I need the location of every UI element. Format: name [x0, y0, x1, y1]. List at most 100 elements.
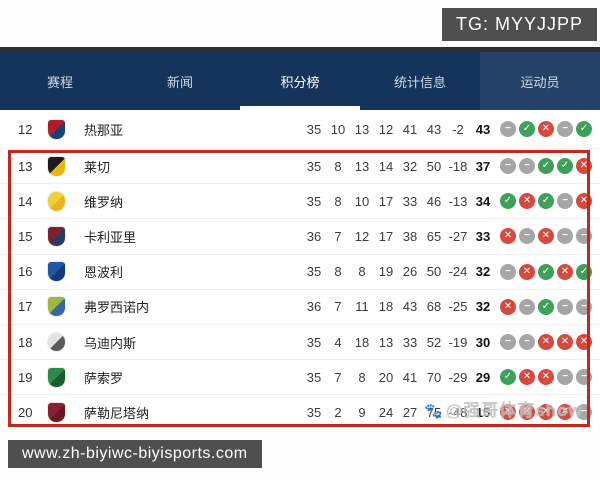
tab-schedule[interactable]: 赛程 [46, 74, 73, 90]
goals-against-cell: 46 [426, 193, 442, 209]
loss-icon: ✕ [576, 193, 592, 210]
loss-icon: ✕ [538, 228, 554, 245]
points-cell: 34 [475, 193, 491, 209]
loss-icon: ✕ [538, 404, 554, 421]
played-cell: 35 [306, 264, 322, 280]
played-cell: 35 [306, 404, 322, 420]
lost-cell: 17 [378, 193, 394, 209]
team-crest-icon [48, 402, 65, 422]
team-crest-icon [48, 226, 65, 246]
draw-icon: − [500, 334, 516, 351]
draw-icon: − [500, 263, 516, 280]
team-name[interactable]: 萨索罗 [84, 370, 124, 386]
loss-icon: ✕ [576, 158, 592, 175]
top-divider [0, 47, 600, 52]
loss-icon: ✕ [519, 404, 535, 421]
lost-cell: 13 [378, 334, 394, 350]
crest-cell [48, 191, 84, 211]
drawn-cell: 18 [354, 334, 370, 350]
tab-statistics[interactable]: 统计信息 [393, 74, 446, 90]
loss-icon: ✕ [538, 121, 554, 137]
lost-cell: 14 [378, 158, 394, 174]
team-crest-icon [48, 297, 65, 317]
form-cell: ✓ ✕ ✓ − ✕ [496, 193, 592, 210]
goal-diff-cell: -18 [448, 158, 468, 174]
points-cell: 32 [475, 264, 491, 280]
table-row[interactable]: 15 卡利亚里 36 7 12 17 38 65 -27 33 ✕ − ✕ − − [0, 218, 600, 254]
win-icon: ✓ [519, 121, 535, 137]
draw-icon: − [557, 228, 573, 245]
rank-cell: 13 [18, 158, 33, 174]
team-name[interactable]: 卡利亚里 [84, 229, 137, 245]
tab-standings[interactable]: 积分榜 [240, 52, 360, 110]
team-name[interactable]: 恩波利 [84, 265, 124, 281]
win-icon: ✓ [538, 158, 554, 175]
team-name[interactable]: 弗罗西诺内 [84, 300, 150, 316]
drawn-cell: 12 [354, 228, 370, 244]
drawn-cell: 13 [354, 121, 370, 137]
table-row[interactable]: 20 萨勒尼塔纳 35 2 9 24 27 75 -48 15 ✕ ✕ ✕ ✕ − [0, 394, 600, 430]
win-icon: ✓ [538, 263, 554, 280]
goals-against-cell: 43 [426, 121, 442, 137]
played-cell: 35 [306, 121, 322, 137]
team-name[interactable]: 维罗纳 [84, 194, 124, 210]
table-row[interactable]: 17 弗罗西诺内 36 7 11 18 43 68 -25 32 ✕ − ✓ − − [0, 288, 600, 324]
team-crest-icon [48, 367, 65, 387]
goals-for-cell: 41 [402, 121, 418, 137]
goals-against-cell: 52 [426, 334, 442, 350]
form-cell: ✕ ✕ ✕ ✕ − [496, 404, 592, 421]
played-cell: 35 [306, 193, 322, 209]
win-icon: ✓ [557, 158, 573, 175]
telegram-contact-badge: TG: MYYJJPP [441, 8, 597, 41]
lost-cell: 20 [378, 369, 394, 385]
form-cell: − − ✕ ✕ ✕ [496, 334, 592, 351]
table-row[interactable]: 16 恩波利 35 8 8 19 26 50 -24 32 − ✕ ✓ ✕ ✓ [0, 253, 600, 289]
won-cell: 7 [334, 299, 342, 315]
team-crest-icon [48, 333, 65, 352]
goal-diff-cell: -19 [448, 334, 468, 350]
team-name[interactable]: 萨勒尼塔纳 [84, 405, 150, 421]
won-cell: 8 [334, 158, 342, 174]
draw-icon: − [576, 404, 592, 421]
draw-icon: − [500, 158, 516, 175]
crest-cell [48, 367, 84, 387]
crest-cell [48, 119, 84, 139]
won-cell: 2 [334, 404, 342, 420]
crest-cell [48, 297, 84, 317]
team-crest-icon [48, 262, 65, 282]
loss-icon: ✕ [576, 334, 592, 351]
tab-bar: 赛程 新闻 积分榜 统计信息 运动员 [0, 52, 600, 110]
win-icon: ✓ [576, 263, 592, 280]
form-cell: ✕ − ✓ − − [496, 298, 592, 315]
played-cell: 35 [306, 369, 322, 385]
team-name[interactable]: 热那亚 [84, 122, 124, 138]
points-cell: 33 [475, 228, 491, 244]
drawn-cell: 8 [358, 369, 366, 385]
table-row[interactable]: 14 维罗纳 35 8 10 17 33 46 -13 34 ✓ ✕ ✓ − ✕ [0, 183, 600, 219]
played-cell: 36 [306, 299, 322, 315]
tab-news[interactable]: 新闻 [166, 74, 193, 90]
loss-icon: ✕ [557, 334, 573, 351]
crest-cell [48, 402, 84, 422]
lost-cell: 19 [378, 264, 394, 280]
goals-against-cell: 70 [426, 369, 442, 385]
table-row[interactable]: 12 热那亚 35 10 13 12 41 43 -2 43 − ✓ ✕ − ✓ [0, 110, 600, 148]
table-row[interactable]: 18 乌迪内斯 35 4 18 13 33 52 -19 30 − − ✕ ✕ ✕ [0, 323, 600, 360]
form-cell: ✓ ✕ ✕ − − [496, 369, 592, 386]
team-crest-icon [48, 119, 65, 139]
draw-icon: − [557, 121, 573, 137]
won-cell: 7 [334, 369, 342, 385]
form-cell: ✕ − ✕ − − [496, 228, 592, 245]
tab-players[interactable]: 运动员 [480, 52, 600, 110]
played-cell: 35 [306, 334, 322, 350]
draw-icon: − [500, 121, 516, 137]
goal-diff-cell: -29 [448, 369, 468, 385]
team-name[interactable]: 莱切 [84, 159, 111, 175]
table-row[interactable]: 13 莱切 35 8 13 14 32 50 -18 37 − − ✓ ✓ ✕ [0, 148, 600, 184]
crest-cell [48, 262, 84, 282]
team-name[interactable]: 乌迪内斯 [84, 335, 137, 351]
table-row[interactable]: 19 萨索罗 35 7 8 20 41 70 -29 29 ✓ ✕ ✕ − − [0, 359, 600, 395]
goal-diff-cell: -27 [448, 228, 468, 244]
lost-cell: 18 [378, 299, 394, 315]
goals-for-cell: 38 [402, 228, 418, 244]
